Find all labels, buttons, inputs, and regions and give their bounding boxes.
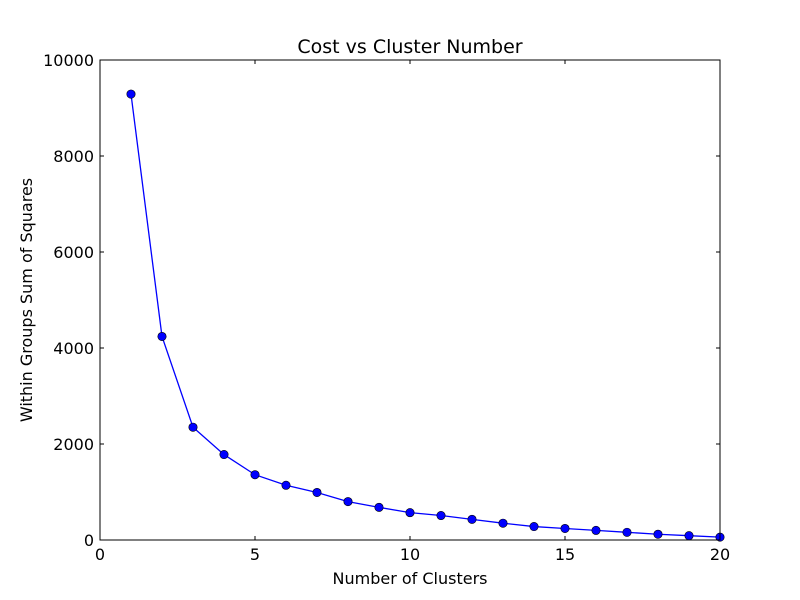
x-tick-label: 0 <box>95 545 105 564</box>
y-tick-label: 8000 <box>53 147 94 166</box>
x-tick-label: 10 <box>400 545 420 564</box>
chart-title: Cost vs Cluster Number <box>297 36 522 58</box>
y-tick-label: 10000 <box>43 51 94 70</box>
y-tick-label: 2000 <box>53 435 94 454</box>
y-tick-label: 4000 <box>53 339 94 358</box>
data-point <box>684 531 694 541</box>
data-point <box>622 527 632 537</box>
data-point <box>343 497 353 507</box>
plot-frame <box>99 59 721 541</box>
x-tick-label: 20 <box>710 545 730 564</box>
x-tick-label: 15 <box>555 545 575 564</box>
series-layer <box>126 89 725 542</box>
data-point <box>126 89 136 99</box>
data-point <box>436 511 446 521</box>
data-point <box>312 487 322 497</box>
data-point <box>498 518 508 528</box>
y-tick-label: 0 <box>84 531 94 550</box>
data-point <box>219 450 229 460</box>
data-point <box>467 514 477 524</box>
series-line <box>130 93 721 538</box>
data-point <box>188 422 198 432</box>
data-point <box>250 470 260 480</box>
data-point <box>560 523 570 533</box>
data-point <box>591 525 601 535</box>
data-point <box>374 502 384 512</box>
y-axis-label: Within Groups Sum of Squares <box>17 178 36 422</box>
y-tick-label: 6000 <box>53 243 94 262</box>
x-tick-label: 5 <box>250 545 260 564</box>
data-point <box>529 522 539 532</box>
tick-layer: 0 5 10 15 20 0 2000 4000 6000 8000 10000 <box>43 51 730 564</box>
data-point <box>157 331 167 341</box>
data-point <box>653 529 663 539</box>
data-point <box>405 508 415 518</box>
x-axis-label: Number of Clusters <box>333 569 488 588</box>
data-point <box>281 480 291 490</box>
